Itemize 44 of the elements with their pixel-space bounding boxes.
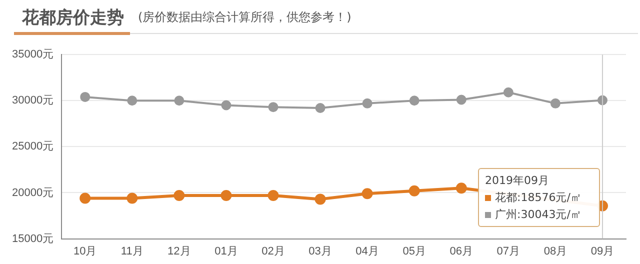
y-tick-label: 25000元 xyxy=(12,140,54,153)
annotation: :18576元/㎡ xyxy=(517,191,582,204)
x-tick-label: 11月 xyxy=(120,245,144,258)
x-tick-label: 03月 xyxy=(308,245,332,258)
point xyxy=(174,96,184,106)
point xyxy=(456,182,467,194)
point xyxy=(315,103,326,114)
point xyxy=(127,96,138,106)
chart-title: 花都房价走势 xyxy=(22,6,124,28)
point xyxy=(362,188,373,200)
annotation: :30043元/㎡ xyxy=(517,208,582,221)
x-tick-label: 02月 xyxy=(262,245,285,258)
x-tick-label: 10月 xyxy=(73,245,97,258)
point xyxy=(268,102,278,112)
y-tick-label: 35000元 xyxy=(12,48,54,61)
chart-subtitle: (房价数据由综合计算所得，供您参考！) xyxy=(138,8,352,26)
point xyxy=(126,192,138,204)
point xyxy=(503,87,514,98)
legend-label: 广州 xyxy=(495,208,517,221)
point xyxy=(80,92,90,102)
y-tick-label: 15000元 xyxy=(12,232,54,245)
x-tick-label: 07月 xyxy=(496,245,520,258)
point xyxy=(314,194,326,205)
point xyxy=(409,96,420,106)
point xyxy=(408,185,420,196)
legend-label: 花都 xyxy=(495,191,517,204)
x-tick-label: 09月 xyxy=(590,245,614,258)
y-tick-label: 30000元 xyxy=(12,94,54,107)
x-tick-label: 04月 xyxy=(356,245,379,258)
point xyxy=(220,190,232,202)
point xyxy=(174,190,185,202)
x-tick-label: 05月 xyxy=(402,245,426,258)
point xyxy=(362,98,372,108)
point xyxy=(456,94,466,105)
annotation: 2019年09月 xyxy=(485,174,549,187)
point xyxy=(221,100,232,110)
point xyxy=(268,190,279,202)
point xyxy=(80,192,91,204)
x-tick-label: 06月 xyxy=(450,245,474,258)
point xyxy=(550,98,560,108)
y-tick-label: 20000元 xyxy=(12,186,54,199)
x-tick-label: 01月 xyxy=(214,245,238,258)
x-tick-label: 12月 xyxy=(168,245,191,258)
x-tick-label: 08月 xyxy=(544,245,568,258)
